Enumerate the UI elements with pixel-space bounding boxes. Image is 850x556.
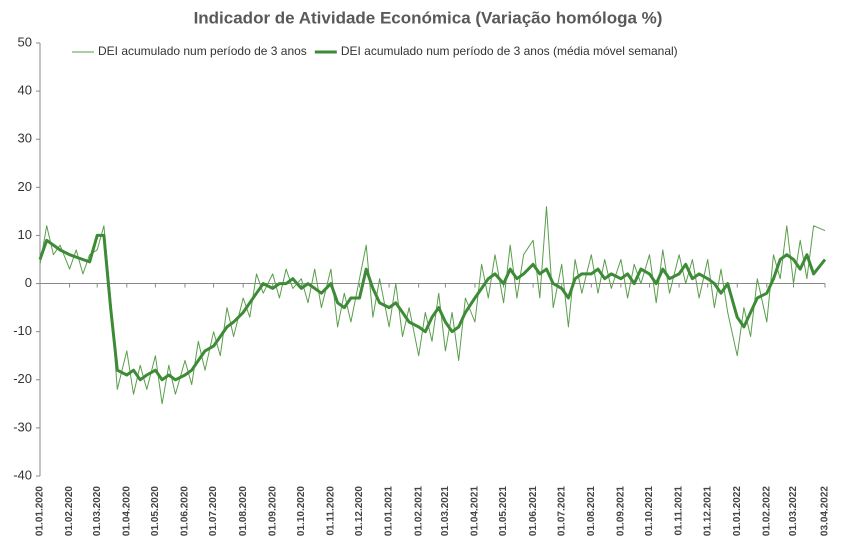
x-tick-label: 01.10.2021 (644, 486, 655, 536)
y-tick-label: -20 (13, 371, 32, 386)
y-tick-label: 50 (18, 34, 32, 49)
y-tick-label: 0 (25, 275, 32, 290)
y-tick-label: -40 (13, 467, 32, 482)
y-tick-label: 10 (18, 227, 32, 242)
legend-label: DEI acumulado num período de 3 anos (98, 44, 307, 58)
x-tick-label: 01.09.2021 (616, 486, 627, 536)
x-tick-label: 01.12.2020 (354, 486, 365, 536)
x-tick-label: 01.08.2020 (238, 486, 249, 536)
x-tick-label: 01.02.2021 (413, 486, 424, 536)
chart-title: Indicador de Atividade Económica (Variaç… (194, 8, 663, 27)
series-line (38, 233, 827, 382)
x-tick-label: 01.01.2020 (35, 486, 46, 536)
y-tick-label: -30 (13, 419, 32, 434)
x-tick-label: 01.12.2021 (702, 486, 713, 536)
y-tick-label: 40 (18, 83, 32, 98)
x-tick-label: 01.08.2021 (586, 486, 597, 536)
x-tick-label: 01.05.2021 (498, 486, 509, 536)
x-tick-label: 01.06.2021 (528, 486, 539, 536)
x-tick-label: 01.09.2020 (267, 486, 278, 536)
x-tick-label: 01.05.2020 (150, 486, 161, 536)
x-tick-label: 03.04.2022 (820, 486, 831, 536)
x-tick-label: 01.07.2020 (208, 486, 219, 536)
y-tick-label: 30 (18, 131, 32, 146)
y-tick-label: -10 (13, 323, 32, 338)
x-tick-label: 01.04.2021 (470, 486, 481, 536)
x-tick-label: 01.07.2021 (556, 486, 567, 536)
x-tick-label: 01.02.2022 (761, 486, 772, 536)
x-tick-label: 01.01.2022 (732, 486, 743, 536)
x-tick-label: 01.03.2020 (92, 486, 103, 536)
x-tick-label: 01.06.2020 (180, 486, 191, 536)
x-tick-label: 01.04.2020 (121, 486, 132, 536)
x-tick-label: 01.03.2021 (440, 486, 451, 536)
x-tick-label: 01.10.2020 (296, 486, 307, 536)
series-line (39, 206, 826, 405)
x-tick-label: 01.03.2022 (788, 486, 799, 536)
x-tick-label: 01.11.2020 (326, 486, 337, 536)
x-tick-label: 01.02.2020 (64, 486, 75, 536)
y-tick-label: 20 (18, 179, 32, 194)
x-tick-label: 01.01.2021 (384, 486, 395, 536)
x-tick-label: 01.11.2021 (674, 486, 685, 536)
legend-label: DEI acumulado num período de 3 anos (méd… (341, 44, 678, 58)
